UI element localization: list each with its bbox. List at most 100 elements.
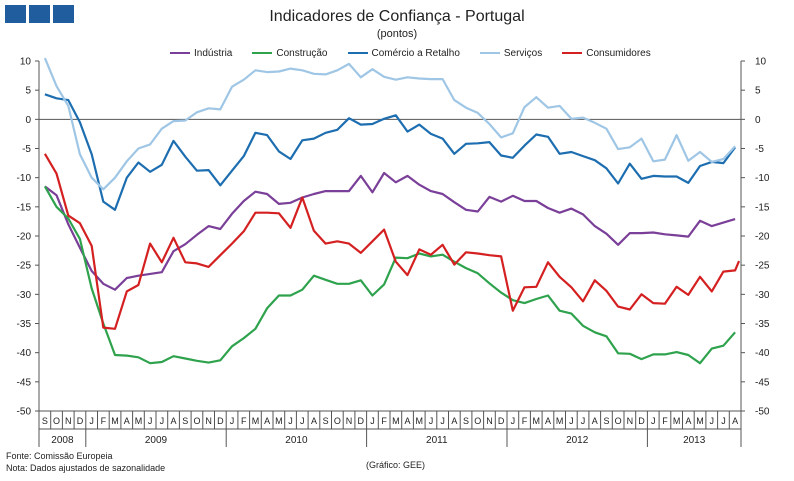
legend-item-servicos: Serviços (479, 48, 542, 59)
y-tick-label-right: 5 (755, 86, 761, 97)
month-label: D (217, 416, 224, 426)
month-label: A (124, 416, 130, 426)
month-label: F (522, 416, 528, 426)
y-tick-label-right: 0 (755, 115, 761, 126)
y-tick-label-right: -30 (755, 290, 770, 301)
y-tick-label-right: -15 (755, 202, 770, 213)
month-label: O (615, 416, 622, 426)
y-tick-label-left: -15 (17, 202, 32, 213)
year-label: 2008 (51, 435, 74, 446)
month-label: M (135, 416, 143, 426)
y-tick-label-left: 10 (20, 57, 32, 68)
month-label: J (710, 416, 715, 426)
footer-credit: (Gráfico: GEE) (366, 460, 426, 470)
legend-item-consumidores: Consumidores (562, 48, 651, 59)
legend-swatch-consumidores (562, 52, 583, 54)
month-label: J (148, 416, 153, 426)
legend-label-comercio: Comércio a Retalho (371, 47, 460, 59)
month-label: F (381, 416, 387, 426)
month-label: J (581, 416, 586, 426)
series-line-constru-o (43, 185, 736, 365)
month-label: N (65, 416, 72, 426)
legend: Indústria Construção Comércio a Retalho … (170, 46, 671, 60)
month-label: N (346, 416, 353, 426)
month-label: S (323, 416, 329, 426)
month-label: J (651, 416, 656, 426)
month-label: J (300, 416, 305, 426)
y-tick-label-right: -50 (755, 407, 770, 418)
y-tick-label-left: -30 (17, 290, 32, 301)
series-line-consumidores (43, 153, 741, 330)
month-label: A (545, 416, 551, 426)
month-label: A (171, 416, 177, 426)
y-tick-label-left: 0 (25, 115, 31, 126)
footer-note: Nota: Dados ajustados de sazonalidade (6, 463, 166, 473)
y-tick-label-right: -25 (755, 261, 770, 272)
month-label: M (696, 416, 704, 426)
month-label: A (264, 416, 270, 426)
month-label: J (89, 416, 94, 426)
month-label: F (241, 416, 247, 426)
month-label: D (77, 416, 84, 426)
month-label: M (275, 416, 283, 426)
brand-block-3 (53, 5, 74, 23)
month-label: J (288, 416, 293, 426)
chart-title: Indicadores de Confiança - Portugal (269, 8, 525, 25)
year-label: 2009 (145, 435, 168, 446)
year-label: 2012 (566, 435, 589, 446)
y-tick-label-left: -50 (17, 407, 32, 418)
month-label: N (205, 416, 212, 426)
brand-block-1 (5, 5, 26, 23)
month-label: J (511, 416, 516, 426)
brand-block-2 (29, 5, 50, 23)
legend-label-construcao: Construção (276, 47, 328, 59)
month-label: M (392, 416, 400, 426)
y-tick-label-right: -45 (755, 377, 770, 388)
y-tick-label-right: 10 (755, 57, 767, 68)
month-label: S (182, 416, 188, 426)
legend-item-industria: Indústria (170, 48, 232, 59)
month-label: F (662, 416, 668, 426)
month-label: S (42, 416, 48, 426)
month-label: O (474, 416, 481, 426)
month-label: O (53, 416, 60, 426)
y-tick-label-left: -5 (22, 144, 31, 155)
month-label: M (533, 416, 541, 426)
month-label: S (463, 416, 469, 426)
series-line-ind-stria (44, 171, 736, 291)
month-label: A (405, 416, 411, 426)
y-tick-label-left: -20 (17, 232, 32, 243)
month-label: J (370, 416, 375, 426)
chart-subtitle: (pontos) (376, 28, 418, 40)
month-label: A (311, 416, 317, 426)
y-tick-label-right: -5 (755, 144, 764, 155)
month-label: J (721, 416, 726, 426)
legend-swatch-construcao (252, 52, 273, 54)
footer-source: Fonte: Comissão Europeia (6, 451, 113, 461)
month-label: O (334, 416, 341, 426)
month-label: M (111, 416, 119, 426)
month-label: N (627, 416, 634, 426)
series-line-com-rcio-a-retalho (44, 93, 736, 211)
legend-item-comercio: Comércio a Retalho (347, 47, 460, 59)
month-label: J (569, 416, 574, 426)
month-label: S (603, 416, 609, 426)
month-label: A (732, 416, 738, 426)
y-tick-label-left: -10 (17, 173, 32, 184)
month-label: D (638, 416, 645, 426)
year-label: 2013 (683, 435, 706, 446)
month-label: D (358, 416, 365, 426)
month-label: A (592, 416, 598, 426)
y-tick-label-left: -40 (17, 348, 32, 359)
y-tick-label-right: -20 (755, 232, 770, 243)
month-label: M (416, 416, 424, 426)
y-tick-label-left: -25 (17, 261, 32, 272)
year-label: 2010 (285, 435, 308, 446)
month-label: D (498, 416, 505, 426)
month-label: F (101, 416, 107, 426)
y-tick-label-left: 5 (25, 86, 31, 97)
month-label: M (673, 416, 681, 426)
month-label: N (486, 416, 493, 426)
series-line-servi-os (43, 57, 736, 191)
